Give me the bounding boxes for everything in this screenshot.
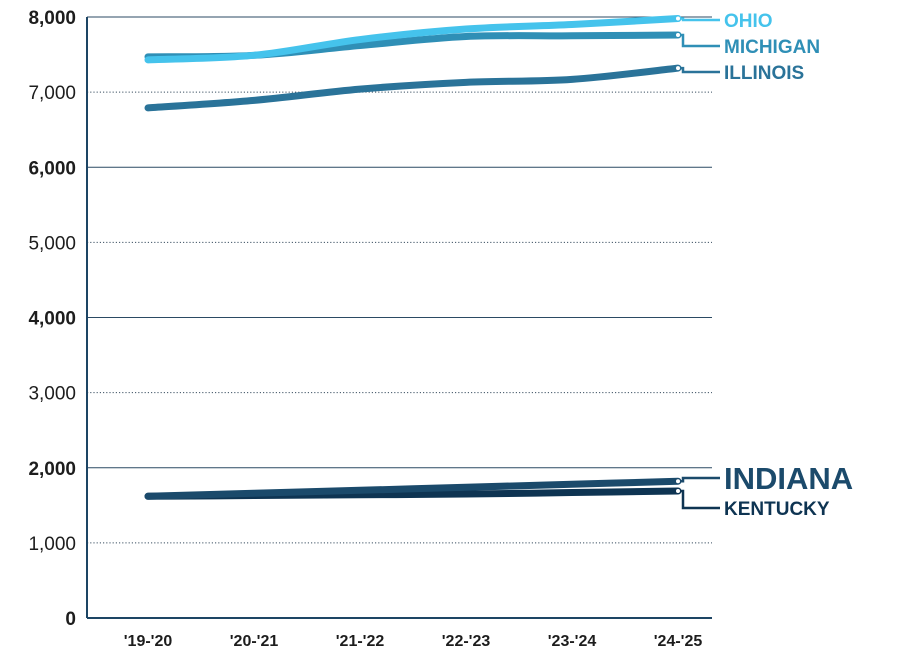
- series-leader-illinois: [680, 66, 720, 74]
- series-line-illinois: [144, 64, 682, 112]
- x-tick-label: '20-'21: [230, 633, 279, 650]
- y-tick-label: 8,000: [28, 8, 76, 29]
- x-tick-label: '21-'22: [336, 633, 385, 650]
- series-end-point-ohio: [675, 15, 681, 22]
- series-label-ohio: OHIO: [724, 11, 773, 32]
- series-leader-michigan: [680, 33, 720, 48]
- series-leader-indiana: [680, 476, 720, 483]
- series-line-ohio: [144, 15, 682, 64]
- series-label-indiana: INDIANA: [724, 461, 853, 496]
- y-tick-label: 7,000: [28, 83, 76, 104]
- series-end-point-illinois: [675, 65, 681, 72]
- y-tick-label: 5,000: [28, 233, 76, 254]
- series-labels: MICHIGAN OHIO ILLINOIS KENTUCKY INDIANA: [680, 11, 853, 520]
- series-leader-ohio: [680, 17, 720, 22]
- y-tick-label: 3,000: [28, 384, 76, 405]
- y-tick-label: 2,000: [28, 459, 76, 480]
- series-label-michigan: MICHIGAN: [724, 37, 820, 58]
- x-tick-label: '24-'25: [654, 633, 703, 650]
- series-line-michigan: [144, 31, 682, 61]
- series-leader-kentucky: [680, 489, 720, 510]
- y-tick-label: 0: [65, 609, 76, 630]
- y-tick-label: 4,000: [28, 309, 76, 330]
- y-axis-ticks: 0 1,000 2,000 3,000 4,000 5,000 6,000 7,000 8,00…: [28, 8, 76, 630]
- y-tick-label: 1,000: [28, 534, 76, 555]
- series-lines: [144, 15, 682, 500]
- series-end-point-indiana: [675, 478, 681, 485]
- x-tick-label: '23-'24: [548, 633, 597, 650]
- grid-lines: [87, 16, 712, 544]
- x-axis-ticks: '19-'20 '20-'21 '21-'22 '22-'23 '23-'24 '24-'…: [124, 633, 703, 650]
- series-end-point-michigan: [675, 32, 681, 39]
- series-label-illinois: ILLINOIS: [724, 63, 804, 84]
- series-label-kentucky: KENTUCKY: [724, 499, 830, 520]
- series-end-point-kentucky: [675, 488, 681, 495]
- y-tick-label: 6,000: [28, 158, 76, 179]
- x-tick-label: '19-'20: [124, 633, 173, 650]
- x-tick-label: '22-'23: [442, 633, 491, 650]
- series-line-indiana: [144, 477, 682, 500]
